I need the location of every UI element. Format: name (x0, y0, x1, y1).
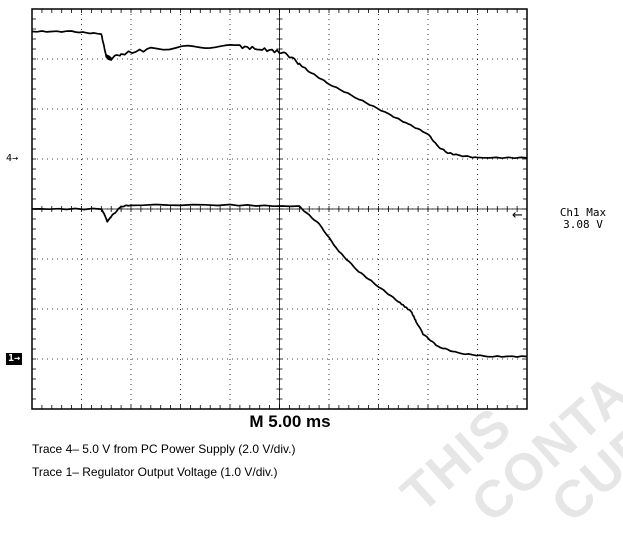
channel-1-marker: 1→ (6, 353, 23, 365)
trace-ch4-line (31, 30, 528, 160)
traces (31, 30, 528, 358)
graticule-grid (32, 9, 527, 409)
oscilloscope-screen: ← (31, 8, 528, 410)
trace-ch1-line (31, 203, 528, 358)
channel-4-marker: 4→ (6, 153, 19, 164)
measurement-arrow: ← (512, 208, 523, 223)
measurement-readout: Ch1 Max 3.08 V (546, 207, 620, 231)
caption-trace-1: Trace 1– Regulator Output Voltage (1.0 V… (32, 465, 278, 479)
caption-trace-4: Trace 4– 5.0 V from PC Power Supply (2.0… (32, 442, 296, 456)
trace-captions: Trace 4– 5.0 V from PC Power Supply (2.0… (32, 438, 295, 484)
timebase-label: M 5.00 ms (249, 412, 331, 431)
measurement-name: Ch1 Max (559, 206, 607, 219)
measurement-value: 3.08 V (563, 218, 603, 231)
